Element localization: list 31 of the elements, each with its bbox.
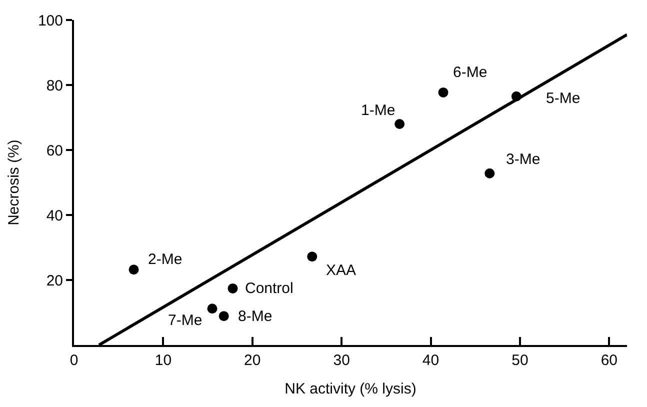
x-tick-label: 0 — [70, 352, 78, 369]
x-axis-title: NK activity (% lysis) — [284, 380, 416, 398]
y-tick-label: 60 — [46, 142, 63, 160]
y-tick-label: 100 — [38, 12, 63, 30]
annotation: 6-Me — [453, 64, 488, 81]
point — [307, 252, 318, 262]
annotation: Control — [245, 280, 294, 297]
y-axis-title: Necrosis (%) — [6, 140, 23, 226]
annotation: XAA — [326, 262, 356, 279]
point — [228, 283, 238, 294]
point — [128, 264, 139, 275]
y-tick-label: 20 — [46, 272, 63, 290]
annotation: 8-Me — [238, 308, 272, 325]
x-tick-label: 60 — [600, 352, 618, 369]
x-tick-label: 40 — [422, 352, 440, 369]
y-tick-label: 80 — [46, 77, 63, 94]
x-tick-label: 20 — [244, 352, 261, 369]
annotation: 3-Me — [506, 151, 540, 168]
point — [218, 311, 229, 322]
point — [207, 304, 218, 314]
point — [394, 119, 405, 129]
x-tick-label: 10 — [154, 352, 172, 369]
y-tick-label: 40 — [46, 207, 63, 224]
annotation: 7-Me — [168, 312, 202, 329]
annotation: 2-Me — [148, 251, 182, 268]
point — [438, 87, 448, 98]
annotation: 5-Me — [546, 90, 580, 107]
x-tick-label: 30 — [333, 352, 350, 369]
annotation: 1-Me — [361, 102, 396, 119]
x-tick-label: 50 — [512, 352, 528, 369]
point — [484, 168, 495, 178]
